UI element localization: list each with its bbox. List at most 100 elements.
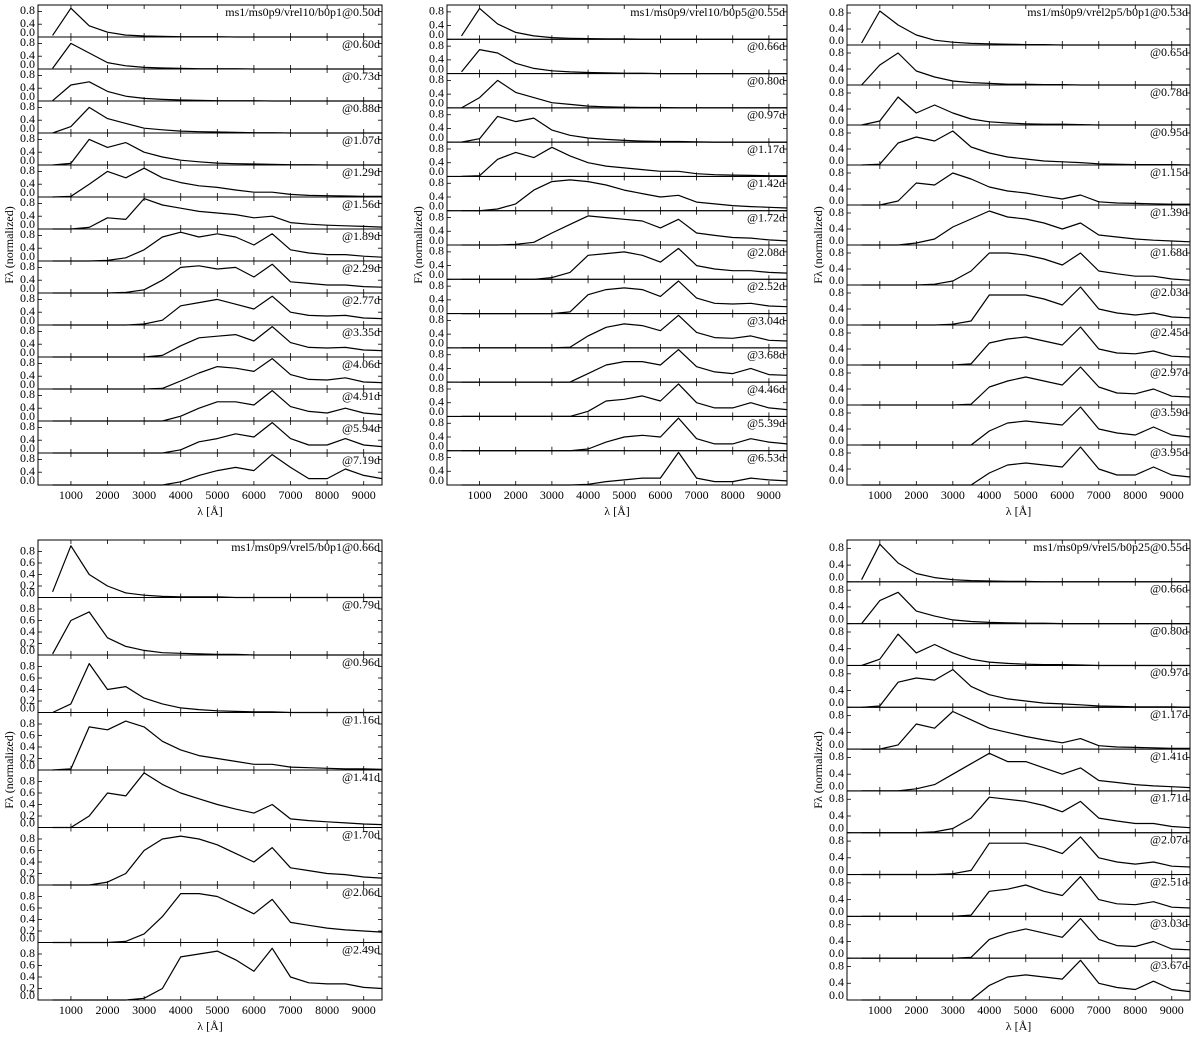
- x-tick-label: 3000: [132, 488, 156, 502]
- y-tick-label: 0.6: [20, 785, 35, 799]
- y-axis-label: Fλ (normalized): [411, 206, 425, 283]
- y-tick-label: 0.4: [429, 360, 444, 374]
- panel: 0.00.20.40.60.8 ms1/ms0p9/vrel5/b0p1@0.66…: [20, 539, 383, 599]
- panel-label: @0.80d: [1150, 623, 1188, 637]
- y-tick-label: 0.0: [829, 820, 844, 834]
- spectrum-line: [52, 358, 383, 390]
- y-tick-label: 0.0: [429, 198, 444, 212]
- panel-frame: [37, 68, 383, 102]
- panel-label: @0.79d: [342, 597, 380, 611]
- y-tick-label: 0.8: [829, 85, 844, 99]
- chart-group: 0.00.20.40.60.8 ms1/ms0p9/vrel5/b0p1@0.66…: [2, 539, 383, 1033]
- y-tick-label: 0.8: [429, 312, 444, 326]
- panel-label: @3.68d: [747, 348, 785, 362]
- panel-label: @1.42d: [747, 176, 785, 190]
- panel-frame: [37, 324, 383, 358]
- panel-frame: [37, 100, 383, 134]
- x-tick-label: 2000: [904, 1003, 928, 1017]
- panel: 0.00.4 0.8 @2.07d: [829, 832, 1191, 876]
- x-axis-label: λ [Å]: [604, 504, 629, 518]
- panel-frame: [446, 244, 788, 280]
- spectrum-line: [461, 451, 788, 486]
- spectrum-line: [861, 959, 1191, 1001]
- spectrum-line: [52, 422, 383, 454]
- panel: 0.00.40.8 @1.29d: [20, 163, 383, 199]
- y-tick-label: 0.8: [20, 543, 35, 557]
- chart-group: 0.00.40.8 ms1/ms0p9/vrel10/b0p5@0.55d0.00…: [411, 4, 788, 518]
- panel: 0.00.20.40.60.8 @0.79d: [20, 597, 383, 657]
- panel-frame: [846, 44, 1191, 86]
- y-tick-label: 0.8: [20, 131, 35, 145]
- spectrum-line: [461, 417, 788, 452]
- y-tick-label: 0.8: [20, 355, 35, 369]
- panel: 0.00.4 0.8 @1.41d: [829, 748, 1191, 793]
- panel: 0.00.4 0.8 ms1/ms0p9/vrel5/b0p25@0.55d: [829, 539, 1191, 584]
- y-tick-label: 0.8: [829, 245, 844, 259]
- spectrum-line: [461, 314, 788, 349]
- panel-frame: [37, 420, 383, 454]
- spectrum-line: [861, 836, 1191, 876]
- x-tick-label: 4000: [977, 1003, 1001, 1017]
- panel: 0.00.4 0.8 @3.03d: [829, 915, 1191, 960]
- panel-label: @3.04d: [747, 313, 785, 327]
- y-tick-label: 0.0: [829, 433, 844, 447]
- panel-frame: [37, 260, 383, 294]
- chart-group: 0.00.40.8 ms1/ms0p9/vrel2p5/b0p1@0.53d 0.0…: [811, 4, 1191, 518]
- y-tick-label: 0.8: [429, 38, 444, 52]
- spectrum-line: [861, 172, 1190, 206]
- panel-label: ms1/ms0p9/vrel10/b0p5@0.55d: [630, 5, 785, 19]
- panel-label: @2.06d: [342, 885, 380, 899]
- panel-label: @0.60d: [342, 37, 380, 51]
- y-tick-label: 0.0: [829, 233, 844, 247]
- y-tick-label: 0.8: [829, 958, 844, 972]
- panel-frame: [37, 769, 383, 828]
- y-tick-label: 0.6: [20, 555, 35, 569]
- spectrum-line: [52, 198, 383, 230]
- y-tick-label: 0.0: [20, 988, 35, 1002]
- y-tick-label: 0.4: [829, 421, 844, 435]
- panel-frame: [37, 292, 383, 326]
- panel-frame: [37, 164, 383, 198]
- panel-frame: [846, 364, 1191, 406]
- x-tick-label: 7000: [279, 1003, 303, 1017]
- y-tick-label: 0.0: [429, 61, 444, 75]
- y-tick-label: 0.0: [429, 233, 444, 247]
- spectrum-line: [861, 710, 1190, 750]
- panel-label: @2.51d: [1150, 874, 1188, 888]
- y-tick-label: 0.4: [829, 891, 844, 905]
- y-tick-label: 0.0: [20, 585, 35, 599]
- y-axis-label: Fλ (normalized): [811, 206, 825, 283]
- y-tick-label: 0.0: [20, 758, 35, 772]
- y-tick-label: 0.4: [20, 969, 35, 983]
- spectrum-line: [861, 917, 1191, 959]
- y-tick-label: 0.4: [429, 292, 444, 306]
- y-tick-label: 0.6: [20, 842, 35, 856]
- y-tick-label: 0.4: [829, 557, 844, 571]
- x-tick-label: 7000: [1087, 488, 1111, 502]
- y-tick-label: 0.4: [429, 326, 444, 340]
- y-tick-label: 0.8: [429, 209, 444, 223]
- y-tick-label: 0.0: [20, 217, 35, 231]
- y-tick-label: 0.4: [829, 850, 844, 864]
- x-tick-label: 8000: [721, 488, 745, 502]
- y-tick-label: 0.0: [20, 377, 35, 391]
- y-tick-label: 0.8: [829, 540, 844, 554]
- y-tick-label: 0.0: [829, 393, 844, 407]
- panel-frame: [846, 244, 1191, 286]
- y-tick-label: 0.4: [20, 681, 35, 695]
- x-tick-label: 5000: [205, 1003, 229, 1017]
- panel: 0.00.40.8 @7.19d: [20, 451, 383, 487]
- panel: 0.00.4 0.8 ms1/ms0p9/vrel2p5/b0p1@0.53d: [829, 4, 1191, 47]
- y-tick-label: 0.8: [20, 773, 35, 787]
- y-tick-label: 0.8: [20, 35, 35, 49]
- x-tick-label: 5000: [1014, 1003, 1038, 1017]
- y-tick-label: 0.0: [20, 409, 35, 423]
- y-tick-label: 0.0: [429, 267, 444, 281]
- y-tick-label: 0.2: [20, 578, 35, 592]
- y-tick-label: 0.4: [20, 80, 35, 94]
- spectrum-line: [861, 326, 1191, 366]
- y-tick-label: 0.0: [429, 96, 444, 110]
- panel-frame: [846, 957, 1191, 1001]
- y-tick-label: 0.4: [20, 176, 35, 190]
- y-tick-label: 0.0: [20, 473, 35, 487]
